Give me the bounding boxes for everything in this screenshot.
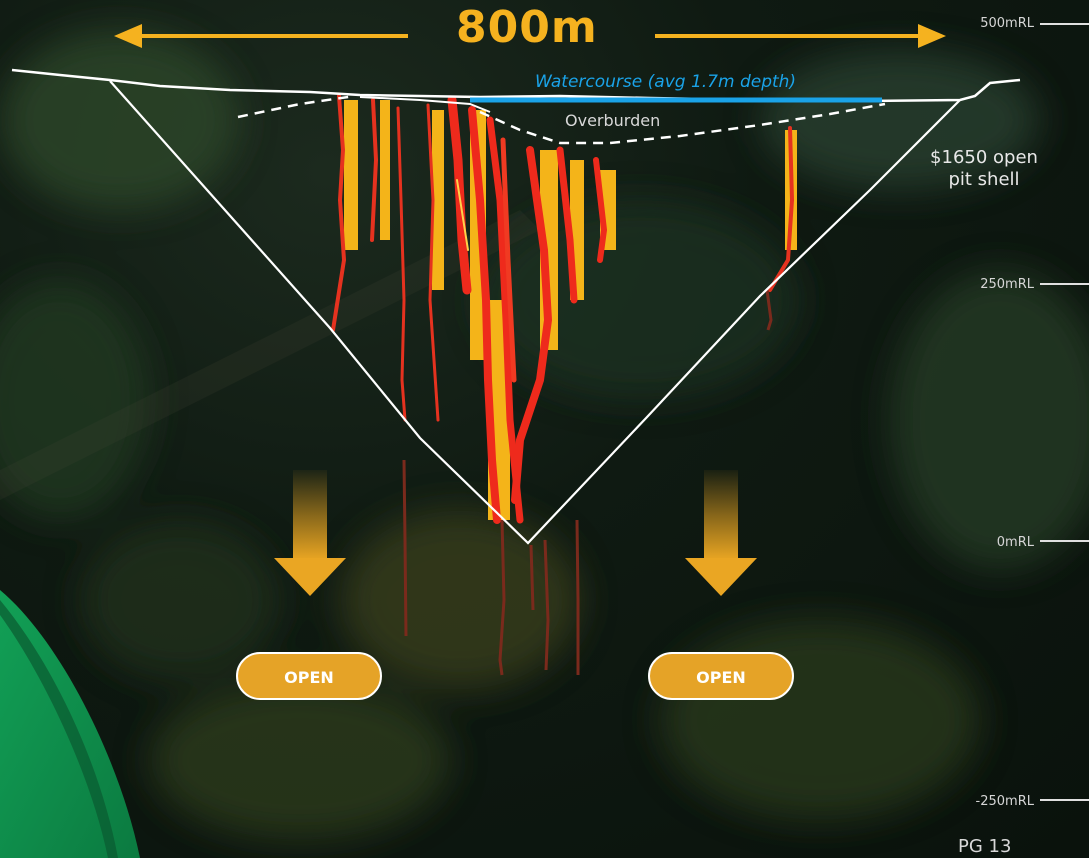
open-at-depth-left-badge: OPEN (236, 652, 382, 700)
watercourse-label: Watercourse (avg 1.7m depth) (535, 72, 797, 92)
elevation-axis (1040, 23, 1089, 801)
page-number: PG 13 (958, 836, 1012, 857)
mineralisation-band (344, 100, 358, 250)
open-pit-shell (109, 80, 961, 545)
mineralisation-band (432, 110, 444, 290)
overburden-label: Overburden (565, 111, 661, 130)
open-at-depth-right-badge: OPEN (648, 652, 794, 700)
elevation-label-minus250: -250mRL (975, 794, 1034, 809)
width-label: 800m (456, 2, 598, 53)
mineralisation-band (380, 100, 390, 240)
ground-surface-line (11, 68, 1021, 103)
left-arrow-icon (114, 24, 408, 48)
high-grade-lodes (331, 94, 795, 524)
elevation-label-500: 500mRL (980, 16, 1034, 31)
mineralisation-zones (344, 100, 797, 520)
pit-shell-label: $1650 open pit shell (930, 147, 1038, 190)
overburden-boundary (237, 94, 886, 145)
drill-traces (402, 289, 773, 676)
right-arrow-icon (655, 24, 946, 48)
down-arrow-icon (274, 470, 346, 596)
elevation-label-250: 250mRL (980, 277, 1034, 292)
down-arrow-icon (685, 470, 757, 596)
elevation-label-0: 0mRL (996, 535, 1034, 550)
